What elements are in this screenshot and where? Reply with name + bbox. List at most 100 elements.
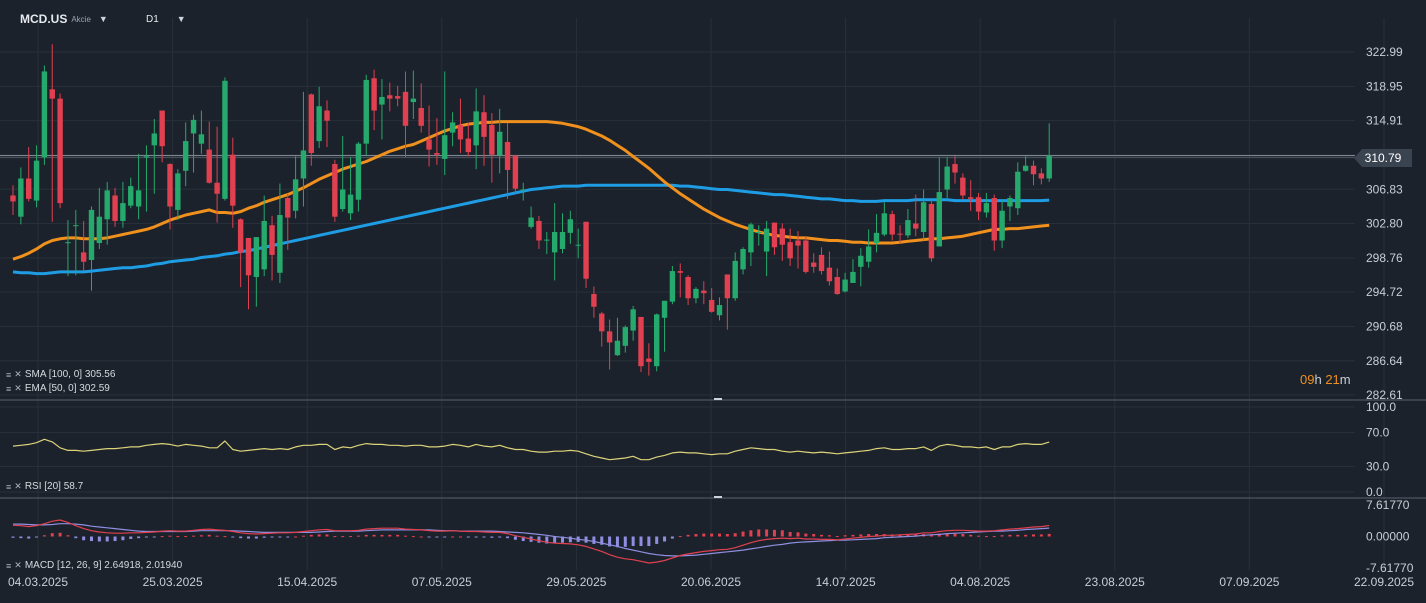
close-icon[interactable]: ✕	[14, 560, 22, 570]
candle-body	[944, 166, 950, 190]
candle-body	[112, 195, 118, 221]
candle-body	[889, 214, 895, 235]
macd-histogram-bar	[584, 536, 588, 543]
macd-histogram-bar	[694, 534, 698, 537]
candle-body	[214, 182, 220, 194]
macd-histogram-bar	[451, 536, 455, 538]
candle-body	[614, 340, 621, 356]
candle-timer: 09h 21m	[1300, 372, 1351, 387]
symbol-selector[interactable]: MCD.US Akcie ▼	[20, 10, 108, 28]
macd-tick-label: 7.61770	[1366, 498, 1410, 512]
candle-body	[332, 164, 338, 217]
candle-body	[198, 134, 205, 144]
candle-body	[936, 192, 942, 247]
candle-body	[371, 78, 377, 111]
candle-body	[237, 219, 244, 253]
price-tick-label: 298.76	[1366, 251, 1403, 265]
candle-body	[952, 164, 958, 173]
macd-histogram-bar	[780, 530, 784, 537]
candle-body	[818, 254, 825, 272]
candle-body	[308, 94, 314, 153]
pane-resize-handle	[714, 496, 722, 498]
rsi-tick-label: 70.0	[1366, 426, 1390, 440]
close-icon[interactable]: ✕	[14, 369, 22, 379]
settings-icon[interactable]: ≡	[6, 560, 12, 571]
candle-body	[873, 232, 880, 244]
settings-icon[interactable]: ≡	[6, 383, 12, 394]
macd-histogram-bar	[655, 536, 659, 544]
macd-histogram-bar	[35, 536, 39, 538]
candle-body	[394, 96, 401, 99]
macd-histogram-bar	[199, 535, 203, 537]
macd-histogram-bar	[278, 536, 282, 538]
close-icon[interactable]: ✕	[14, 383, 22, 393]
macd-histogram-bar	[945, 533, 949, 537]
candle-body	[489, 124, 495, 155]
macd-histogram-bar	[859, 534, 863, 537]
macd-histogram-bar	[678, 536, 682, 538]
ema-legend-text: EMA [50, 0] 302.59	[24, 383, 110, 394]
sma-legend[interactable]: ≡ ✕ SMA [100, 0] 305.56	[6, 369, 115, 380]
macd-histogram-bar	[11, 536, 15, 538]
candle-body	[865, 246, 872, 262]
close-icon[interactable]: ✕	[14, 481, 22, 491]
settings-icon[interactable]: ≡	[6, 481, 12, 492]
macd-legend[interactable]: ≡ ✕ MACD [12, 26, 9] 2.64918, 2.01940	[6, 560, 182, 571]
candle-body	[779, 228, 785, 245]
price-tick-label: 322.99	[1366, 45, 1403, 59]
candle-body	[606, 331, 613, 343]
price-tick-label: 294.72	[1366, 285, 1403, 299]
candle-body	[677, 271, 683, 273]
candle-body	[340, 189, 346, 210]
macd-histogram-bar	[725, 534, 729, 537]
candle-body	[1007, 198, 1013, 207]
rsi-legend[interactable]: ≡ ✕ RSI [20] 58.7	[6, 481, 83, 492]
macd-histogram-bar	[286, 536, 290, 538]
candle-body	[402, 91, 409, 126]
macd-histogram-bar	[804, 533, 808, 537]
candle-body	[646, 358, 652, 362]
candle-body	[803, 240, 809, 272]
timer-m: m	[1339, 372, 1351, 387]
macd-histogram-bar	[207, 534, 211, 537]
macd-legend-text: MACD [12, 26, 9] 2.64918, 2.01940	[24, 560, 183, 571]
candle-body	[65, 242, 71, 244]
candle-body	[504, 141, 511, 170]
ema-legend[interactable]: ≡ ✕ EMA [50, 0] 302.59	[6, 383, 110, 394]
macd-histogram-bar	[702, 533, 706, 537]
date-tick-label: 25.03.2025	[143, 575, 203, 589]
candle-body	[316, 106, 322, 142]
candle-body	[756, 231, 762, 233]
candle-body	[544, 239, 550, 241]
macd-histogram-bar	[364, 534, 368, 537]
macd-histogram-bar	[820, 534, 824, 537]
macd-histogram-bar	[843, 535, 847, 537]
settings-icon[interactable]: ≡	[6, 369, 12, 380]
macd-histogram-bar	[906, 534, 910, 537]
date-tick-label: 14.07.2025	[816, 575, 876, 589]
macd-histogram-bar	[545, 536, 549, 544]
candle-body	[575, 244, 581, 246]
macd-histogram-bar	[686, 534, 690, 537]
macd-histogram-bar	[670, 536, 674, 539]
chevron-down-icon: ▼	[176, 14, 186, 24]
macd-histogram-bar	[404, 535, 407, 537]
candle-body	[159, 110, 165, 147]
timeframe-selector[interactable]: D1 ▼	[146, 10, 186, 28]
candle-body	[379, 96, 385, 105]
macd-histogram-bar	[333, 536, 337, 538]
macd-histogram-bar	[443, 536, 447, 538]
macd-histogram-bar	[74, 536, 78, 539]
candle-body	[1046, 155, 1052, 179]
candle-body	[1030, 165, 1037, 175]
price-tick-label: 306.83	[1366, 182, 1403, 196]
candle-body	[457, 124, 464, 140]
candle-body	[536, 220, 542, 241]
date-tick-label: 20.06.2025	[681, 575, 741, 589]
macd-histogram-bar	[1008, 534, 1012, 537]
candle-body	[434, 152, 440, 155]
candle-body	[771, 222, 778, 248]
macd-histogram-bar	[396, 534, 400, 537]
